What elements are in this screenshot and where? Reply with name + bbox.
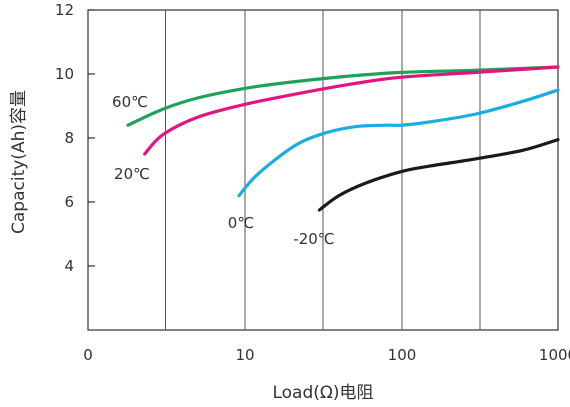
series-lines (126, 65, 560, 212)
y-tick-label-4: 12 (55, 1, 74, 19)
y-tick-label-2: 8 (64, 129, 74, 147)
series-label-1: 20℃ (114, 165, 150, 183)
x-tick-label-3: 1000 (539, 346, 570, 364)
x-axis-title: Load(Ω)电阻 (272, 383, 373, 403)
series-line-3 (317, 138, 560, 212)
series-line-2 (237, 88, 560, 198)
y-ticks: 4 6 8 10 12 (55, 1, 95, 275)
curve-labels: 60℃ 20℃ 0℃ -20℃ (112, 93, 335, 248)
y-tick-label-0: 4 (64, 257, 74, 275)
x-tick-label-1: 10 (235, 346, 254, 364)
y-tick-label-3: 10 (55, 65, 74, 83)
series-label-2: 0℃ (228, 214, 254, 232)
series-label-0: 60℃ (112, 93, 148, 111)
x-tick-label-0: 0 (83, 346, 93, 364)
series-line-0 (126, 65, 560, 127)
y-axis-title: Capacity(Ah)容量 (9, 90, 29, 234)
x-tick-label-2: 100 (388, 346, 417, 364)
y-tick-label-1: 6 (64, 193, 74, 211)
series-line-1 (143, 65, 560, 156)
x-ticks: 0 10 100 1000 (83, 346, 570, 364)
grid (165, 10, 481, 330)
series-label-3: -20℃ (293, 230, 334, 248)
